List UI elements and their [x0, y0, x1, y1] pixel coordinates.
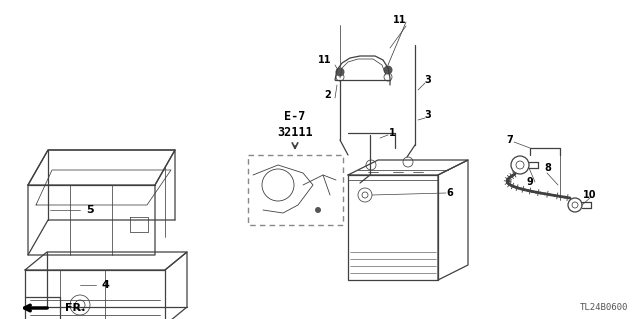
Text: 5: 5 [86, 205, 94, 215]
Text: 32111: 32111 [277, 127, 313, 139]
Text: 4: 4 [101, 280, 109, 290]
Text: 11: 11 [318, 55, 332, 65]
Circle shape [335, 68, 344, 77]
Circle shape [315, 207, 321, 213]
Text: 1: 1 [388, 128, 396, 138]
Circle shape [383, 65, 392, 75]
Text: 8: 8 [545, 163, 552, 173]
Text: 11: 11 [393, 15, 407, 25]
Text: 10: 10 [583, 190, 596, 200]
Text: 2: 2 [324, 90, 332, 100]
Text: 3: 3 [424, 75, 431, 85]
Text: 7: 7 [507, 135, 513, 145]
Text: 6: 6 [447, 188, 453, 198]
Text: 9: 9 [527, 177, 533, 187]
Text: E-7: E-7 [284, 110, 306, 123]
Text: 3: 3 [424, 110, 431, 120]
Text: FR.: FR. [65, 303, 86, 313]
Text: TL24B0600: TL24B0600 [580, 303, 628, 312]
